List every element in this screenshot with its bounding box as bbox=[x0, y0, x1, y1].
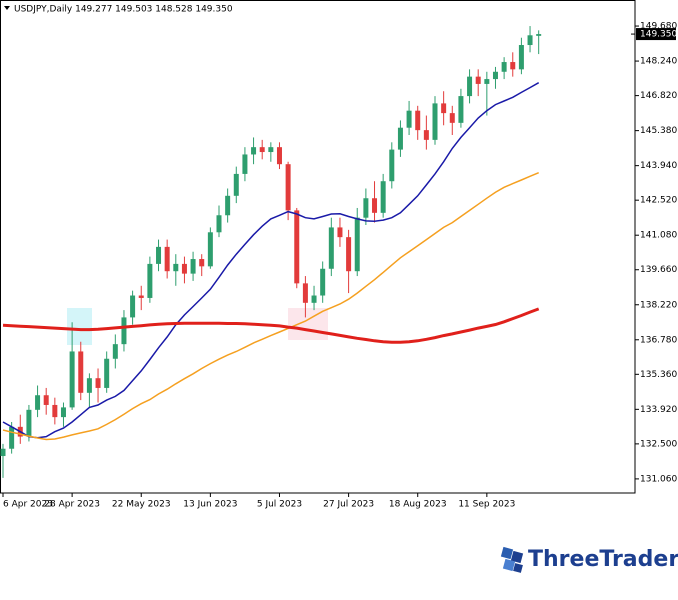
moving-average bbox=[2, 82, 540, 439]
plot-frame bbox=[0, 0, 636, 494]
candle-body bbox=[320, 268, 326, 296]
candle-body bbox=[337, 227, 343, 238]
candle-body bbox=[225, 195, 231, 216]
y-tick-label: 145.380 bbox=[640, 126, 677, 136]
candle-body bbox=[449, 113, 455, 123]
candle-body bbox=[527, 35, 533, 46]
y-tick-label: 135.360 bbox=[640, 370, 677, 380]
candle-body bbox=[130, 295, 136, 318]
candle-body bbox=[43, 395, 49, 405]
candle-body bbox=[311, 295, 317, 303]
candle-body bbox=[372, 198, 378, 213]
candle-body bbox=[415, 110, 421, 131]
candle-body bbox=[346, 237, 352, 272]
candle-body bbox=[328, 227, 334, 269]
candle-body bbox=[121, 317, 127, 345]
candle-body bbox=[363, 198, 369, 218]
candle-body bbox=[536, 34, 542, 36]
candle-body bbox=[242, 154, 248, 174]
candle-body bbox=[233, 173, 239, 196]
candle-body bbox=[35, 395, 41, 410]
y-tick-label: 146.820 bbox=[640, 91, 677, 101]
last-price-label: 149.350 bbox=[640, 30, 677, 40]
candle-body bbox=[501, 62, 507, 72]
candle-body bbox=[268, 147, 274, 153]
candle-body bbox=[484, 79, 490, 84]
candle-body bbox=[397, 127, 403, 150]
candle-body bbox=[302, 283, 308, 303]
candle-body bbox=[467, 76, 473, 97]
y-tick-label: 131.060 bbox=[640, 474, 677, 484]
symbol-arrow bbox=[4, 6, 10, 10]
candle-body bbox=[475, 76, 481, 84]
candle-body bbox=[285, 164, 291, 211]
candle-body bbox=[86, 378, 92, 393]
candle-body bbox=[276, 147, 282, 165]
candle-body bbox=[423, 130, 429, 140]
candle-body bbox=[441, 103, 447, 114]
candle-body bbox=[380, 181, 386, 213]
candle-body bbox=[190, 259, 196, 274]
y-tick-label: 133.920 bbox=[640, 405, 677, 415]
candle-body bbox=[138, 295, 144, 298]
x-tick-label: 6 Apr 2023 bbox=[3, 500, 53, 510]
candle-body bbox=[147, 263, 153, 298]
candle-body bbox=[406, 110, 412, 128]
brand-logo bbox=[500, 546, 524, 573]
brand-name: ThreeTrader bbox=[528, 547, 678, 572]
candle-body bbox=[104, 358, 110, 388]
candle-body bbox=[251, 147, 257, 155]
candle-body bbox=[95, 378, 101, 388]
candle-body bbox=[78, 351, 84, 393]
highlight-box bbox=[67, 308, 92, 345]
candle-body bbox=[216, 215, 222, 233]
x-tick-label: 28 Apr 2023 bbox=[44, 500, 100, 510]
chart-title: USDJPY,Daily 149.277 149.503 148.528 149… bbox=[14, 5, 233, 15]
candle-body bbox=[9, 426, 15, 449]
candle-body bbox=[458, 96, 464, 123]
y-tick-label: 139.660 bbox=[640, 265, 677, 275]
candle-body bbox=[26, 409, 32, 437]
candle-body bbox=[173, 263, 179, 272]
candle-body bbox=[354, 217, 360, 272]
candle-body bbox=[0, 448, 6, 457]
moving-average bbox=[2, 172, 539, 441]
candle-body bbox=[492, 71, 498, 80]
candle-body bbox=[112, 344, 118, 359]
y-tick-label: 132.500 bbox=[640, 439, 677, 449]
candle-body bbox=[181, 263, 187, 274]
y-tick-label: 142.520 bbox=[640, 196, 677, 206]
y-tick-label: 148.240 bbox=[640, 57, 677, 67]
y-tick-label: 141.080 bbox=[640, 231, 677, 241]
candle-body bbox=[389, 149, 395, 182]
x-tick-label: 27 Jul 2023 bbox=[323, 500, 374, 510]
candle-body bbox=[294, 210, 300, 284]
candle-body bbox=[69, 351, 75, 408]
x-tick-label: 11 Sep 2023 bbox=[458, 500, 515, 510]
candle-body bbox=[432, 103, 438, 140]
y-tick-label: 138.220 bbox=[640, 300, 677, 310]
candle-body bbox=[207, 232, 213, 267]
candle-body bbox=[259, 147, 265, 153]
y-tick-label: 149.680 bbox=[640, 22, 677, 32]
last-price-box bbox=[636, 28, 676, 41]
candle-body bbox=[510, 62, 516, 70]
y-tick-label: 143.940 bbox=[640, 161, 677, 171]
candle-body bbox=[164, 246, 170, 272]
candle-body bbox=[156, 246, 162, 264]
x-tick-label: 18 Aug 2023 bbox=[389, 500, 447, 510]
candle-body bbox=[60, 407, 66, 418]
candle-body bbox=[518, 45, 524, 70]
candle-body bbox=[199, 259, 205, 267]
y-tick-label: 136.780 bbox=[640, 335, 677, 345]
x-tick-label: 22 May 2023 bbox=[112, 500, 171, 510]
x-tick-label: 5 Jul 2023 bbox=[257, 500, 302, 510]
candle-body bbox=[52, 404, 58, 418]
highlight-box bbox=[288, 308, 328, 340]
x-tick-label: 13 Jun 2023 bbox=[183, 500, 237, 510]
moving-average bbox=[2, 307, 540, 344]
